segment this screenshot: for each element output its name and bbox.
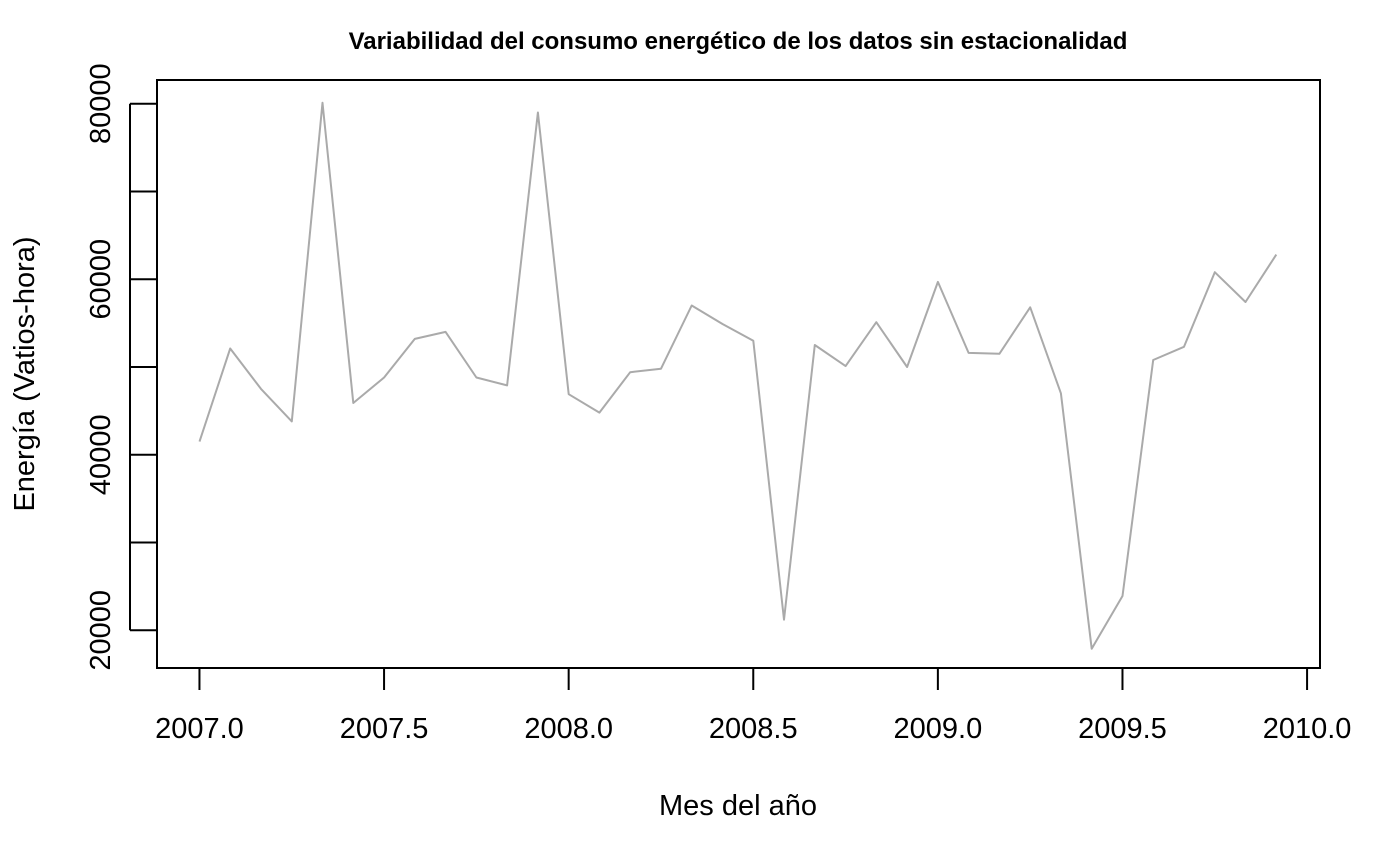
series-line xyxy=(198,101,1278,650)
series-layer xyxy=(198,101,1278,650)
chart-title: Variabilidad del consumo energético de l… xyxy=(349,28,1128,55)
y-tick-label: 60000 xyxy=(85,239,117,320)
x-tick-label: 2007.5 xyxy=(340,713,429,745)
y-axis-label: Energía (Vatios-hora) xyxy=(9,236,41,511)
y-tick-label: 80000 xyxy=(85,63,117,144)
y-tick-label: 40000 xyxy=(85,414,117,495)
x-tick-label: 2008.5 xyxy=(709,713,798,745)
plot-area-frame xyxy=(156,79,1321,669)
x-tick-label: 2007.0 xyxy=(155,713,244,745)
x-tick-label: 2010.0 xyxy=(1263,713,1352,745)
x-axis: 2007.0 2007.5 2008.0 2008.5 2009.0 2009.5 2010… xyxy=(155,667,1352,745)
y-tick-label: 20000 xyxy=(85,590,117,671)
x-tick-label: 2009.0 xyxy=(894,713,983,745)
x-axis-label: Mes del año xyxy=(659,790,817,822)
x-tick-label: 2008.0 xyxy=(524,713,613,745)
y-axis: 20000 40000 60000 80000 xyxy=(85,63,157,671)
x-tick-label: 2009.5 xyxy=(1078,713,1167,745)
